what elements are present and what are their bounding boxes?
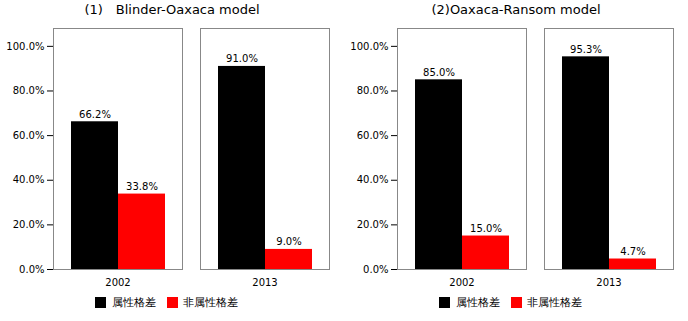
html-text:非属性格差: 非属性格差: [527, 295, 582, 309]
svg-text:0.0%: 0.0%: [363, 264, 388, 275]
svg-text:15.0%: 15.0%: [470, 223, 502, 234]
svg-text:80.0%: 80.0%: [13, 85, 45, 96]
svg-text:9.0%: 9.0%: [276, 236, 301, 247]
svg-text:91.0%: 91.0%: [226, 53, 258, 64]
svg-text:4.7%: 4.7%: [620, 246, 645, 257]
html-text:非属性格差: 非属性格差: [183, 295, 238, 309]
svg-text:2013: 2013: [596, 277, 621, 288]
svg-text:20.0%: 20.0%: [357, 219, 389, 230]
html-text:(1) Blinder-Oaxaca model: (1) Blinder-Oaxaca model: [84, 2, 260, 17]
svg-text:80.0%: 80.0%: [357, 85, 389, 96]
svg-text:20.0%: 20.0%: [13, 219, 45, 230]
html-text:属性格差: 属性格差: [111, 295, 156, 309]
svg-text:0.0%: 0.0%: [19, 264, 44, 275]
svg-text:2002: 2002: [105, 277, 130, 288]
svg-text:66.2%: 66.2%: [79, 109, 111, 120]
svg-text:33.8%: 33.8%: [126, 181, 158, 192]
svg-text:100.0%: 100.0%: [350, 41, 388, 52]
svg-text:2013: 2013: [252, 277, 277, 288]
svg-text:60.0%: 60.0%: [13, 130, 45, 141]
svg-text:40.0%: 40.0%: [13, 174, 45, 185]
svg-text:40.0%: 40.0%: [357, 174, 389, 185]
svg-text:95.3%: 95.3%: [570, 44, 602, 55]
html-text:(2)Oaxaca-Ransom model: (2)Oaxaca-Ransom model: [431, 2, 601, 17]
html-text:属性格差: 属性格差: [455, 295, 500, 309]
svg-text:2002: 2002: [449, 277, 474, 288]
svg-text:60.0%: 60.0%: [357, 130, 389, 141]
svg-text:85.0%: 85.0%: [423, 67, 455, 78]
svg-text:100.0%: 100.0%: [6, 41, 44, 52]
